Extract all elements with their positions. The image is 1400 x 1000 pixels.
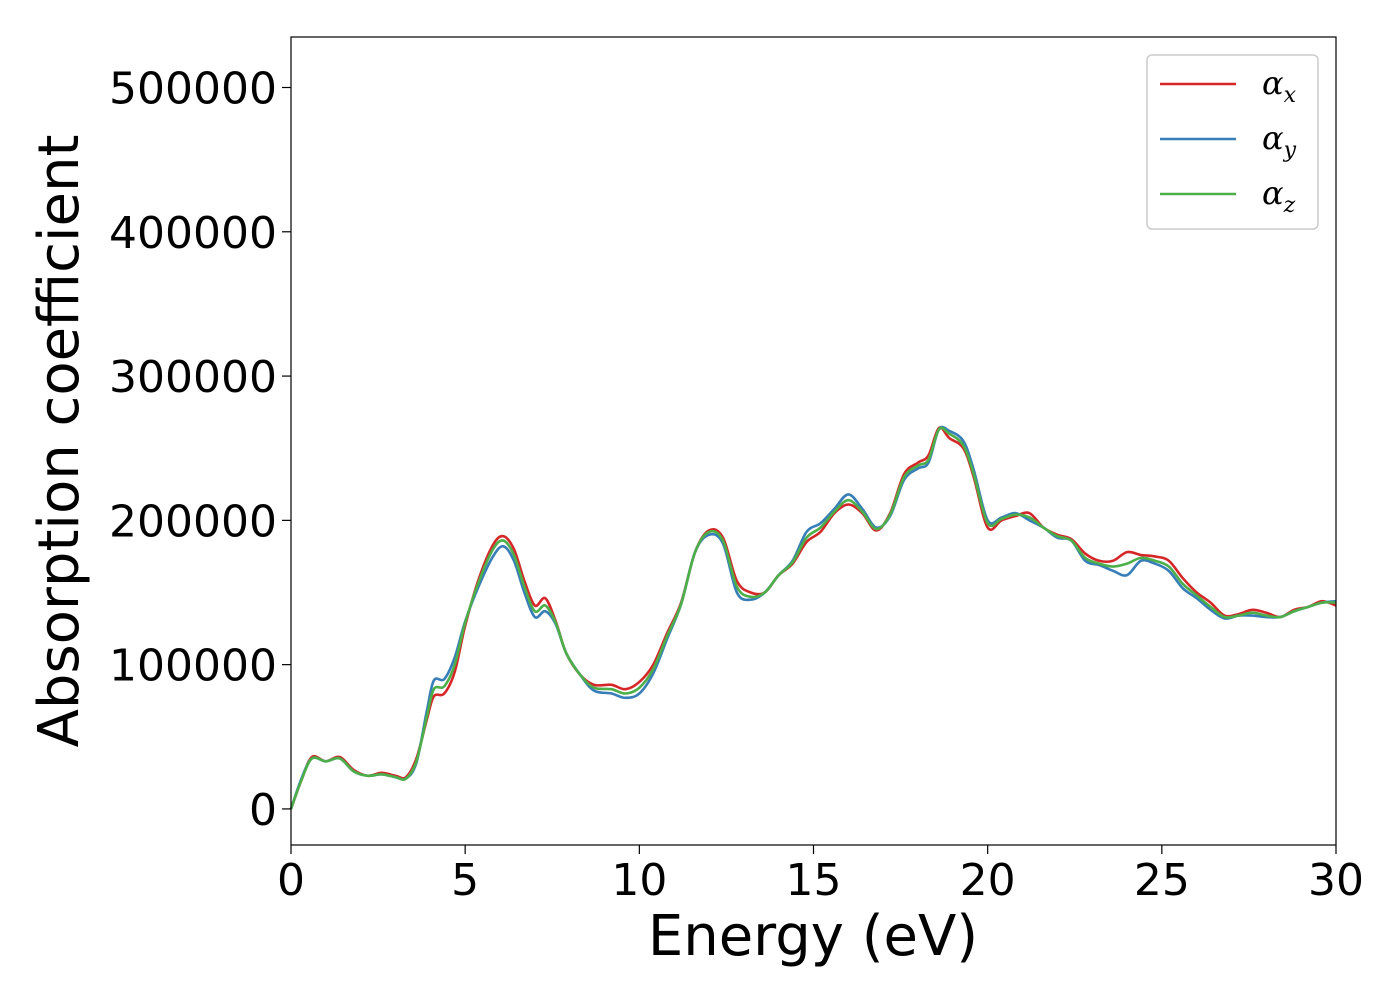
y-axis-label: Absorption coefficient [27,135,92,748]
x-axis-label: Energy (eV) [648,904,978,969]
x-tick-label: 30 [1308,855,1364,906]
x-tick-label: 25 [1134,855,1190,906]
y-tick-label: 500000 [109,64,277,115]
y-tick-label: 400000 [109,208,277,259]
y-tick-label: 200000 [109,496,277,547]
x-axis: 0 5 10 15 20 25 30 [277,845,1364,906]
x-tick-label: 5 [451,855,479,906]
series-line-z [289,426,1337,810]
x-tick-label: 20 [960,855,1016,906]
y-tick-label: 100000 [109,641,277,692]
x-tick-label: 15 [786,855,842,906]
y-tick-label: 0 [249,785,277,836]
x-tick-label: 10 [611,855,667,906]
x-tick-label: 0 [277,855,305,906]
legend-frame [1146,54,1319,230]
y-tick-label: 300000 [109,352,277,403]
series-layer [289,425,1337,810]
y-axis: 0 100000 200000 300000 400000 500000 [109,64,291,836]
